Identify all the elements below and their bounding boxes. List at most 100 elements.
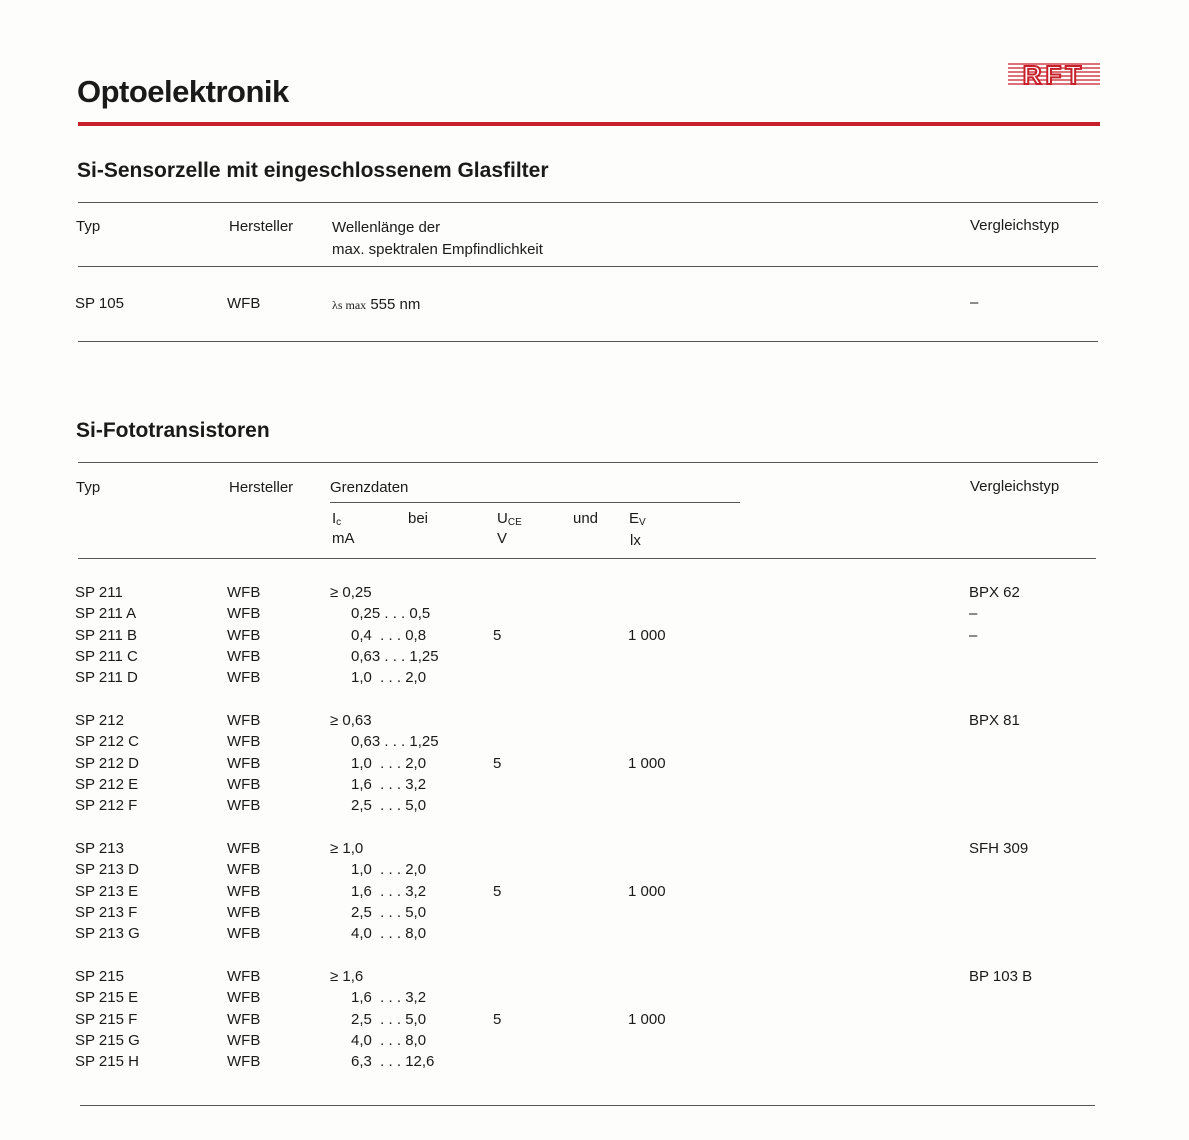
ev-subscript: V <box>639 517 646 528</box>
cell-typ: SP 213 D <box>75 861 139 879</box>
column-header-grenzdaten: Grenzdaten <box>330 479 409 496</box>
cell-wellenlaenge: 555 nm <box>370 296 421 313</box>
cell-ic: ≥ 1,0 <box>330 840 364 857</box>
divider <box>78 341 1098 342</box>
table-row: SP 215 G WFB 4,0 . . . 8,0 <box>0 1032 1189 1053</box>
table-row: SP 212 WFB ≥ 0,63 BPX 81 <box>0 712 1189 733</box>
cell-hersteller: WFB <box>227 968 261 985</box>
cell-hersteller: WFB <box>227 797 261 815</box>
table-row: SP 215 E WFB 1,6 . . . 3,2 <box>0 989 1189 1010</box>
cell-hersteller: WFB <box>227 925 261 943</box>
table-row: SP 212 E WFB 1,6 . . . 3,2 <box>0 776 1189 797</box>
cell-ic: ≥ 1,6 <box>330 968 364 985</box>
cell-ic: 2,5 . . . 5,0 <box>351 797 427 815</box>
cell-typ: SP 215 G <box>75 1031 140 1049</box>
cell-hersteller: WFB <box>227 775 261 793</box>
table-row: SP 211 D WFB 1,0 . . . 2,0 <box>0 669 1189 690</box>
cell-hersteller: WFB <box>227 584 261 601</box>
cell-uce: 5 <box>493 754 502 772</box>
cell-typ: SP 213 <box>75 840 124 857</box>
cell-hersteller: WFB <box>227 712 261 729</box>
cell-vergleichstyp: SFH 309 <box>969 840 1029 857</box>
cell-hersteller: WFB <box>227 733 261 751</box>
cell-typ: SP 211 D <box>75 669 138 687</box>
title-rule <box>78 122 1100 126</box>
bei-label: bei <box>408 510 429 527</box>
cell-ic: 1,6 . . . 3,2 <box>351 775 427 793</box>
ic-label: I <box>332 510 337 527</box>
table-row: SP 212 D WFB 1,0 . . . 2,0 5 1 000 <box>0 755 1189 776</box>
cell-hersteller: WFB <box>227 903 261 921</box>
cell-ic: ≥ 0,25 <box>330 584 372 601</box>
cell-hersteller: WFB <box>227 1031 261 1049</box>
cell-vergleichstyp: – <box>969 605 978 623</box>
table-row: SP 211 WFB ≥ 0,25 BPX 62 <box>0 584 1189 605</box>
cell-ic: 1,0 . . . 2,0 <box>351 754 427 772</box>
cell-ic: 4,0 . . . 8,0 <box>351 1031 427 1049</box>
cell-hersteller: WFB <box>227 882 261 900</box>
cell-vergleichstyp: – <box>970 294 979 311</box>
column-header-typ: Typ <box>76 479 101 496</box>
cell-uce: 5 <box>493 882 502 900</box>
cell-vergleichstyp: BPX 81 <box>969 712 1020 729</box>
column-header-hersteller: Hersteller <box>229 218 294 235</box>
divider <box>78 558 1096 559</box>
cell-hersteller: WFB <box>227 647 261 665</box>
cell-typ: SP 212 D <box>75 754 139 772</box>
cell-ic: ≥ 0,63 <box>330 712 372 729</box>
cell-ic: 4,0 . . . 8,0 <box>351 925 427 943</box>
cell-ic: 2,5 . . . 5,0 <box>351 903 427 921</box>
cell-hersteller: WFB <box>227 605 261 623</box>
cell-ev: 1 000 <box>628 754 666 772</box>
cell-typ: SP 213 E <box>75 882 139 900</box>
table-row: SP 215 WFB ≥ 1,6 BP 103 B <box>0 968 1189 989</box>
und-label: und <box>573 510 599 527</box>
cell-ic: 1,6 . . . 3,2 <box>351 989 427 1007</box>
table-row: SP 215 H WFB 6,3 . . . 12,6 <box>0 1053 1189 1074</box>
cell-typ: SP 215 H <box>75 1053 139 1071</box>
cell-hersteller: WFB <box>227 295 261 312</box>
cell-ic: 0,4 . . . 0,8 <box>351 626 427 644</box>
cell-hersteller: WFB <box>227 1053 261 1071</box>
cell-ic: 1,6 . . . 3,2 <box>351 882 427 900</box>
column-header-wellenlaenge-2: max. spektralen Empfindlichkeit <box>332 241 543 258</box>
table-row: SP 215 F WFB 2,5 . . . 5,0 5 1 000 <box>0 1011 1189 1032</box>
table-row: SP 211 A WFB 0,25 . . . 0,5 – <box>0 605 1189 626</box>
column-header-vergleichstyp: Vergleichstyp <box>970 217 1060 234</box>
lambda-symbol: λs max <box>332 298 367 312</box>
table-row: SP 213 G WFB 4,0 . . . 8,0 <box>0 925 1189 946</box>
cell-ic: 1,0 . . . 2,0 <box>351 861 427 879</box>
ic-unit: mA <box>332 530 355 547</box>
cell-ic: 1,0 . . . 2,0 <box>351 669 427 687</box>
cell-typ: SP 105 <box>75 295 124 312</box>
ev-label: E <box>629 510 640 527</box>
table-row: SP 212 F WFB 2,5 . . . 5,0 <box>0 797 1189 818</box>
table-row: SP 212 C WFB 0,63 . . . 1,25 <box>0 733 1189 754</box>
cell-ev: 1 000 <box>628 626 666 644</box>
divider <box>78 266 1098 267</box>
divider <box>330 502 740 503</box>
cell-typ: SP 212 E <box>75 775 139 793</box>
cell-hersteller: WFB <box>227 861 261 879</box>
divider <box>78 202 1098 203</box>
cell-typ: SP 212 <box>75 712 124 729</box>
svg-text:RFT: RFT <box>1023 60 1086 88</box>
cell-uce: 5 <box>493 626 502 644</box>
cell-hersteller: WFB <box>227 754 261 772</box>
cell-hersteller: WFB <box>227 840 261 857</box>
table-row: SP 211 B WFB 0,4 . . . 0,8 – 5 1 000 <box>0 627 1189 648</box>
page-title: Optoelektronik <box>77 74 289 109</box>
table-row: SP 211 C WFB 0,63 . . . 1,25 <box>0 648 1189 669</box>
cell-vergleichstyp: BP 103 B <box>969 968 1033 985</box>
cell-hersteller: WFB <box>227 669 261 687</box>
cell-hersteller: WFB <box>227 1010 261 1028</box>
uce-label: U <box>497 510 508 527</box>
uce-subscript: CE <box>507 517 522 528</box>
cell-typ: SP 211 A <box>75 605 137 623</box>
table-row: SP 213 D WFB 1,0 . . . 2,0 <box>0 861 1189 882</box>
cell-vergleichstyp: – <box>969 626 978 644</box>
table-row: SP 213 F WFB 2,5 . . . 5,0 <box>0 904 1189 925</box>
cell-ic: 0,63 . . . 1,25 <box>351 733 439 751</box>
cell-typ: SP 212 C <box>75 733 139 751</box>
